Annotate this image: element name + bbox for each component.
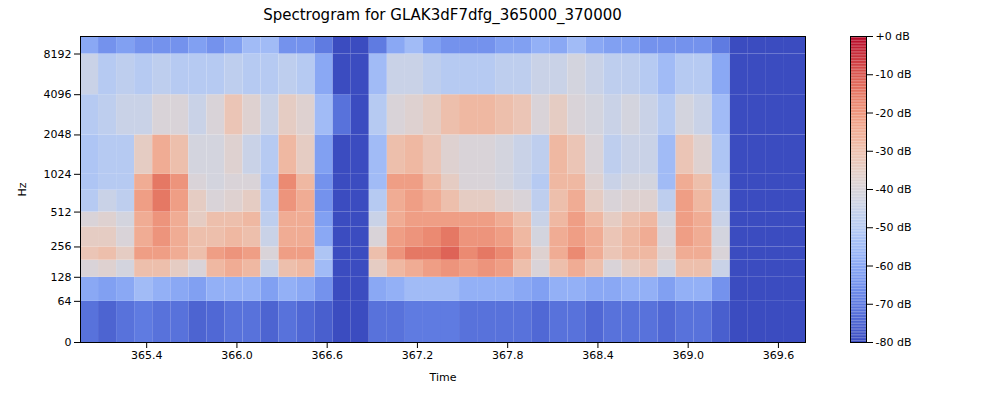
svg-text:367.8: 367.8 — [492, 349, 524, 362]
svg-text:366.0: 366.0 — [221, 349, 253, 362]
svg-text:-40 dB: -40 dB — [876, 183, 912, 196]
svg-text:-70 dB: -70 dB — [876, 298, 912, 311]
svg-text:-50 dB: -50 dB — [876, 221, 912, 234]
svg-text:1024: 1024 — [44, 168, 72, 181]
svg-text:Hz: Hz — [16, 182, 29, 196]
html-text:Spectrogram for GLAK3dF7dfg_36: Spectrogram for GLAK3dF7dfg_365000_37000… — [263, 6, 622, 24]
svg-text:-80 dB: -80 dB — [876, 336, 912, 349]
svg-text:367.2: 367.2 — [402, 349, 434, 362]
svg-text:-20 dB: -20 dB — [876, 107, 912, 120]
svg-text:128: 128 — [51, 271, 72, 284]
svg-text:512: 512 — [51, 206, 72, 219]
svg-text:8192: 8192 — [44, 48, 72, 61]
svg-text:369.0: 369.0 — [672, 349, 704, 362]
svg-text:64: 64 — [58, 295, 72, 308]
svg-text:-10 dB: -10 dB — [876, 68, 912, 81]
svg-text:369.6: 369.6 — [763, 349, 795, 362]
svg-text:365.4: 365.4 — [131, 349, 163, 362]
svg-text:0: 0 — [65, 336, 72, 349]
svg-text:366.6: 366.6 — [311, 349, 343, 362]
svg-text:368.4: 368.4 — [582, 349, 614, 362]
svg-text:-60 dB: -60 dB — [876, 260, 912, 273]
svg-text:4096: 4096 — [44, 88, 72, 101]
svg-text:Time: Time — [429, 371, 457, 384]
svg-text:-30 dB: -30 dB — [876, 145, 912, 158]
svg-text:+0 dB: +0 dB — [876, 30, 910, 43]
svg-text:256: 256 — [51, 240, 72, 253]
svg-text:2048: 2048 — [44, 128, 72, 141]
